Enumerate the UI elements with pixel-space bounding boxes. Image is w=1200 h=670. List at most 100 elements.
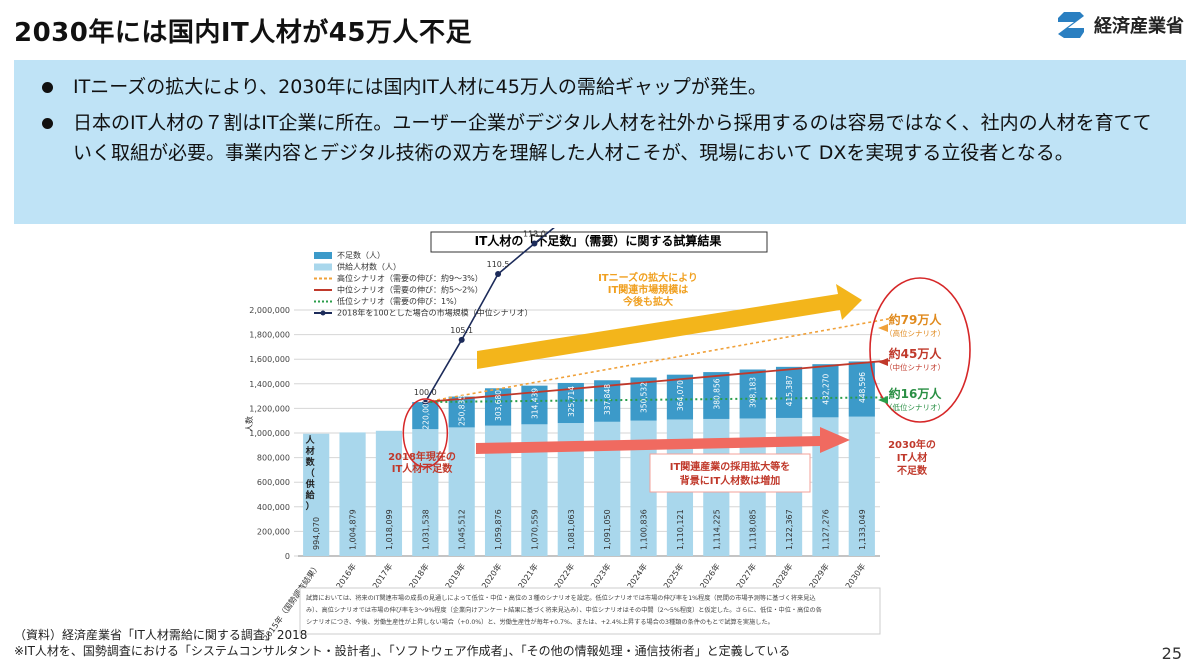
- y-tick-label: 600,000: [257, 478, 290, 487]
- shortage-value-label: 325,714: [567, 386, 576, 417]
- x-tick-label: 2021年: [516, 561, 540, 590]
- method-note-text: シナリオにつき、今後、労働生産性が上昇しない場合（+0.0%）と、労働生産性が毎…: [306, 618, 774, 626]
- y-axis-label: 人数: [244, 416, 254, 432]
- legend-label: 不足数（人）: [337, 250, 385, 260]
- scenario-value: 約45万人: [889, 346, 943, 361]
- supply-bar: [448, 427, 475, 556]
- market-index-point: [531, 240, 538, 247]
- meti-logo: 経済産業省: [1054, 8, 1184, 42]
- bullet-item: 日本のIT人材の７割はIT企業に所在。ユーザー企業がデジタル人材を社外から採用す…: [42, 108, 1166, 168]
- shortage-bar: [666, 374, 694, 420]
- supply-value-label: 1,004,879: [349, 509, 358, 550]
- shortage-bar: [812, 364, 839, 418]
- chart-title: IT人材の「不足数」（需要）に関する試算結果: [475, 233, 722, 248]
- shortage-2018-text: 2018年現在の: [388, 450, 456, 463]
- market-index-label: 110.5: [487, 260, 510, 269]
- shortage-value-label: 350,532: [640, 382, 649, 413]
- chart-title-box: [430, 231, 768, 253]
- supply-value-label: 1,031,538: [421, 509, 430, 550]
- supply-bar: [412, 429, 439, 556]
- bullet-item: ITニーズの拡大により、2030年には国内IT人材に45万人の需給ギャップが発生…: [42, 72, 1166, 102]
- shortage-bar: [703, 372, 730, 419]
- x-tick-label: 2030年: [843, 561, 867, 590]
- supply-axis-char: 人: [305, 434, 316, 446]
- y-tick-label: 1,000,000: [249, 429, 290, 438]
- page-number: 25: [1161, 644, 1182, 663]
- need-growth-text: 今後も拡大: [622, 295, 673, 308]
- shortage-value-label: 250,835: [458, 395, 467, 426]
- legend-label: 低位シナリオ（需要の伸び：1%）: [337, 296, 462, 306]
- supply-value-label: 1,070,559: [530, 509, 539, 550]
- x-tick-label: 2029年: [807, 561, 831, 590]
- red-hiring-arrow: [476, 427, 850, 454]
- it-shortage-chart: IT人材の「不足数」（需要）に関する試算結果 0 200,000 400,000 60…: [244, 228, 971, 640]
- x-tick-label: 2020年: [479, 561, 503, 590]
- supply-axis-char: ）: [306, 501, 315, 512]
- supply-value-label: 994,070: [312, 517, 321, 550]
- supply-value-label: 1,100,836: [640, 509, 649, 550]
- y-tick-label: 800,000: [257, 454, 290, 463]
- supply-axis-char: 給: [306, 489, 316, 501]
- y-tick-label: 200,000: [257, 527, 290, 536]
- scenario-value: 約16万人: [889, 386, 943, 401]
- x-tick-label: 2027年: [734, 561, 758, 590]
- bullet-panel: ITニーズの拡大により、2030年には国内IT人材に45万人の需給ギャップが発生…: [14, 60, 1186, 224]
- need-growth-text: ITニーズの拡大により: [598, 271, 698, 284]
- y-tick-label: 2,000,000: [249, 306, 290, 315]
- method-note-text: 試算においては、将来のIT関連市場の成長の見通しによって低位・中位・高位の３種の…: [306, 594, 816, 602]
- bullet-text: ITニーズの拡大により、2030年には国内IT人材に45万人の需給ギャップが発生…: [73, 76, 767, 98]
- supply-value-label: 1,081,063: [567, 509, 576, 550]
- supply-axis-char: 材: [305, 445, 315, 457]
- x-tick-label: 2016年: [334, 561, 358, 590]
- shortage-2030-circle: [869, 277, 971, 423]
- legend-label: 供給人材数（人）: [337, 262, 401, 272]
- x-tick-label: 2028年: [770, 561, 794, 590]
- shortage-value-label: 314,439: [530, 388, 539, 419]
- shortage-2030-text: 不足数: [897, 464, 928, 477]
- method-note-box: [299, 587, 881, 635]
- shortage-value-label: 337,848: [603, 384, 612, 415]
- hiring-text-box: [649, 453, 811, 493]
- supply-axis-char: （: [306, 468, 315, 479]
- shortage-value-label: 303,680: [494, 390, 503, 421]
- market-index-label: 105.1: [450, 326, 473, 335]
- legend-swatch: [314, 263, 332, 271]
- x-tick-label: 2026年: [697, 561, 721, 590]
- x-tick-label: 2024年: [625, 561, 649, 590]
- mid-scenario-line: [425, 359, 891, 403]
- x-tick-label: 2025年: [661, 561, 685, 590]
- y-tick-label: 1,600,000: [249, 355, 290, 364]
- market-index-label: 113.0: [523, 229, 546, 238]
- supply-value-label: 1,091,050: [603, 509, 612, 550]
- legend-swatch: [314, 252, 332, 259]
- source-note: （資料）経済産業省「IT人材需給に関する調査」2018 ※IT人材を、国勢調査に…: [14, 627, 790, 659]
- supply-axis-char: 数: [306, 456, 316, 468]
- logo-text: 経済産業省: [1094, 16, 1184, 37]
- shortage-2018-text: IT人材不足数: [392, 462, 454, 475]
- shortage-2018-circle: [402, 398, 449, 468]
- shortage-bar: [848, 361, 875, 417]
- market-index-point: [422, 399, 429, 406]
- scenario-label: （中位シナリオ）: [885, 362, 945, 372]
- shortage-value-label: 432,270: [821, 374, 830, 405]
- legend-label: 中位シナリオ（需要の伸び：約5～2%）: [337, 285, 483, 295]
- x-tick-label: 2018年: [406, 561, 430, 590]
- supply-value-label: 1,114,225: [712, 509, 721, 550]
- scenario-pointer: [878, 396, 888, 404]
- x-tick-label: 2023年: [588, 561, 612, 590]
- market-index-point: [458, 336, 465, 343]
- shortage-value-label: 448,596: [858, 372, 867, 403]
- bullet-dot: [42, 118, 53, 129]
- orange-growth-arrow: [477, 284, 862, 369]
- supply-value-label: 1,127,276: [821, 509, 830, 550]
- y-tick-label: 1,800,000: [249, 331, 290, 340]
- scenario-pointer: [878, 324, 888, 332]
- market-index-point: [495, 270, 502, 277]
- y-tick-label: 400,000: [257, 503, 290, 512]
- shortage-bar: [739, 369, 766, 419]
- supply-value-label: 1,059,876: [494, 509, 503, 550]
- scenario-value: 約79万人: [889, 312, 943, 327]
- shortage-value-label: 398,183: [749, 377, 758, 408]
- legend-label: 高位シナリオ（需要の伸び：約9～3%）: [337, 273, 483, 283]
- x-tick-label: 2017年: [370, 561, 394, 590]
